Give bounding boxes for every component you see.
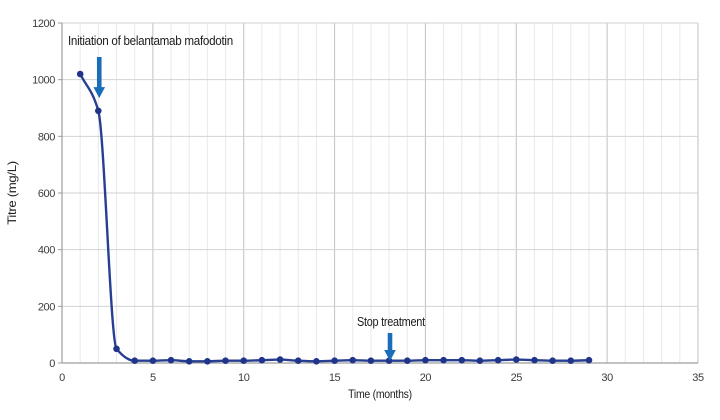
data-point-marker (422, 356, 429, 364)
stop-annotation-label: Stop treatment (357, 315, 426, 329)
data-point-marker (204, 358, 211, 365)
x-tick-label: 10 (238, 372, 250, 384)
data-point-marker (113, 345, 120, 353)
x-tick-label: 5 (150, 372, 156, 384)
x-tick-label: 15 (329, 372, 341, 384)
data-point-marker (476, 357, 484, 365)
x-tick-label: 25 (511, 372, 523, 384)
x-tick-label: 20 (420, 372, 432, 384)
x-tick-label: 0 (59, 372, 65, 384)
data-point-marker (276, 356, 284, 363)
data-point-marker (240, 357, 247, 365)
data-point-marker (458, 356, 466, 364)
data-point-marker (294, 357, 302, 365)
data-point-marker (222, 357, 229, 365)
y-tick-label: 0 (49, 358, 55, 370)
data-point-marker (95, 107, 102, 115)
data-point-marker (513, 356, 520, 363)
data-point-marker (258, 356, 266, 364)
data-point-marker (567, 357, 575, 365)
data-point-marker (585, 356, 593, 364)
data-point-marker (349, 356, 357, 364)
x-tick-label: 30 (601, 372, 613, 384)
data-point-marker (404, 357, 411, 365)
data-point-marker (531, 356, 538, 364)
y-tick-label: 600 (38, 188, 55, 200)
initiation-annotation-label: Initiation of belantamab mafodotin (68, 34, 233, 48)
data-point-marker (331, 357, 338, 365)
x-axis-title: Time (months) (348, 387, 412, 401)
y-tick-label: 200 (38, 301, 55, 313)
data-point-marker (167, 356, 175, 364)
data-point-marker (313, 358, 320, 365)
data-point-marker (185, 358, 193, 365)
y-tick-label: 1200 (32, 18, 55, 30)
data-point-marker (149, 357, 157, 365)
y-tick-label: 1000 (32, 75, 55, 87)
y-tick-label: 800 (38, 131, 55, 143)
x-tick-label: 35 (692, 372, 704, 384)
initiation-arrow-icon (93, 57, 106, 99)
data-point-marker (367, 357, 375, 365)
data-point-marker (440, 356, 447, 364)
y-tick-label: 400 (38, 245, 55, 257)
data-point-marker (131, 357, 138, 365)
y-axis-title: Titre (mg/L) (5, 161, 19, 225)
data-point-marker (494, 356, 502, 364)
data-point-marker (76, 70, 84, 78)
stop-arrow-icon (384, 332, 396, 362)
data-point-marker (549, 357, 556, 365)
